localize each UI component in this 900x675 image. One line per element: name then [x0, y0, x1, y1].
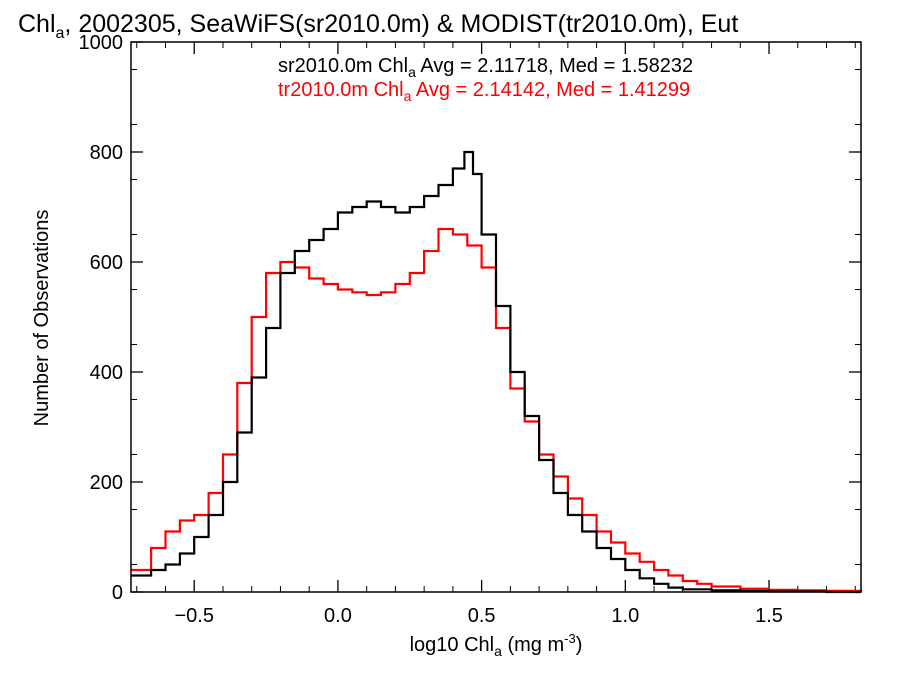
y-axis-ticks: 0 200 400 600 800 1000 [79, 32, 861, 604]
annotation-sr: sr2010.0m Chla Avg = 2.11718, Med = 1.58… [278, 55, 693, 80]
y-tick-label: 200 [90, 472, 123, 494]
x-tick-label: −0.5 [174, 605, 213, 627]
series-group [131, 150, 863, 594]
y-tick-label: 1000 [79, 32, 124, 54]
x-tick-label: 1.0 [611, 605, 639, 627]
x-axis-label: log10 Chla (mg m-3) [410, 631, 583, 659]
y-tick-label: 400 [90, 362, 123, 384]
y-tick-label: 800 [90, 142, 123, 164]
plot-frame [130, 41, 862, 593]
y-axis-label: Number of Observations [31, 210, 53, 427]
chart-title: Chla, 2002305, SeaWiFS(sr2010.0m) & MODI… [18, 10, 738, 42]
y-tick-label: 600 [90, 252, 123, 274]
x-tick-label: 1.5 [755, 605, 783, 627]
x-axis-ticks: −0.5 0.0 0.5 1.0 1.5 [136, 42, 856, 627]
x-tick-label: 0.0 [324, 605, 352, 627]
y-tick-label: 0 [112, 582, 123, 604]
annotation-tr: tr2010.0m Chla Avg = 2.14142, Med = 1.41… [278, 79, 690, 104]
series-line-sr2010-0m [131, 150, 861, 594]
x-tick-label: 0.5 [468, 605, 496, 627]
